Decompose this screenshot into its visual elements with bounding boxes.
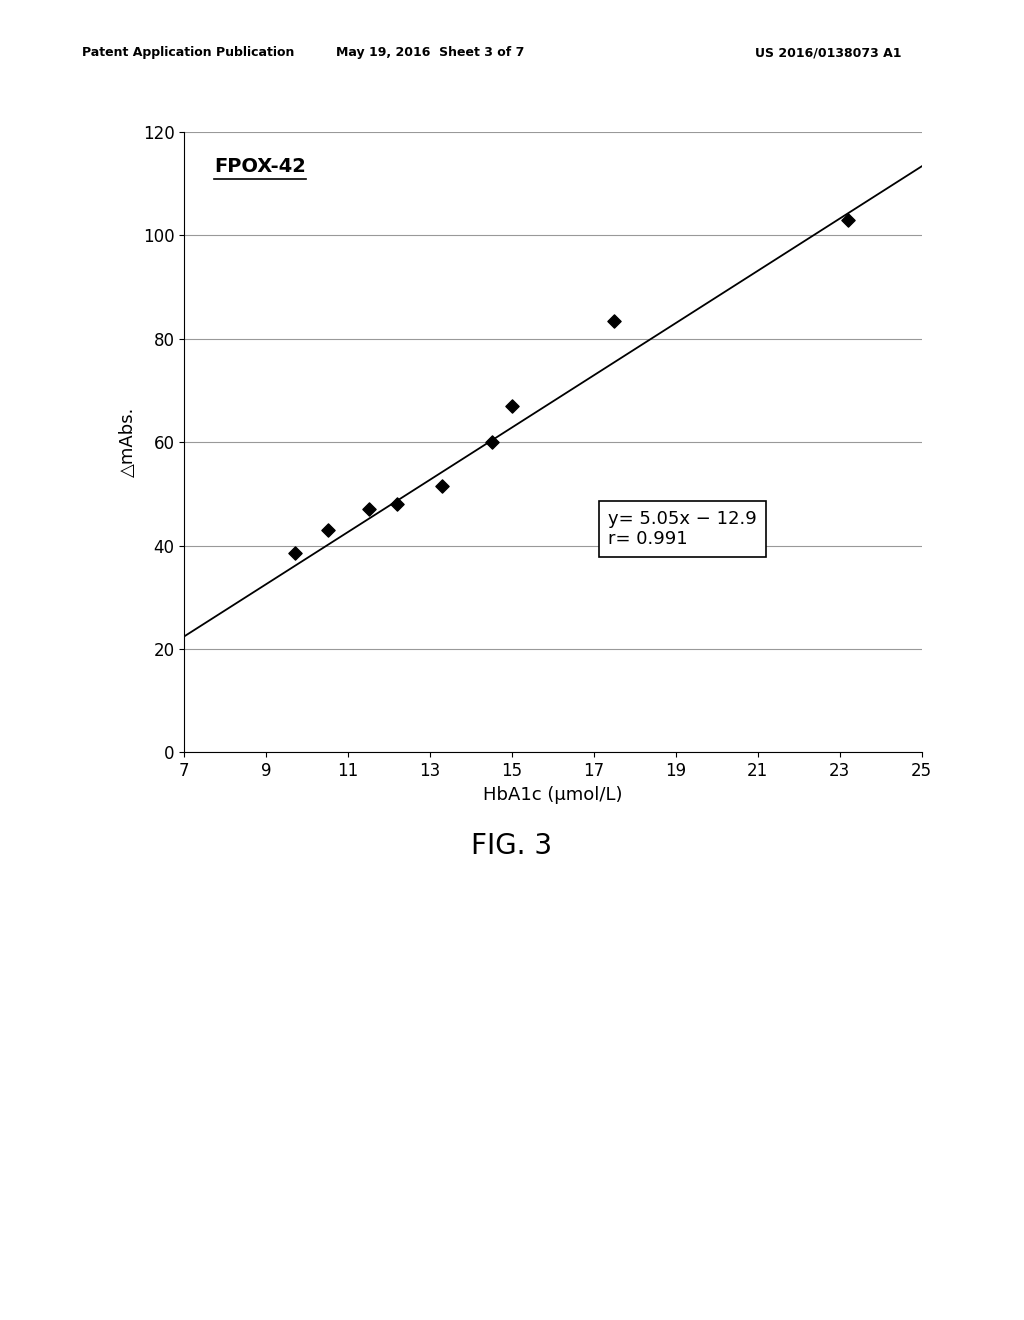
Point	[606, 310, 623, 331]
Text: Patent Application Publication: Patent Application Publication	[82, 46, 294, 59]
Point	[434, 475, 451, 496]
Point	[287, 543, 303, 564]
Y-axis label: △mAbs.: △mAbs.	[119, 407, 137, 478]
Point	[504, 396, 520, 417]
Point	[389, 494, 406, 515]
Text: y= 5.05x − 12.9
r= 0.991: y= 5.05x − 12.9 r= 0.991	[608, 510, 757, 548]
X-axis label: HbA1c (μmol/L): HbA1c (μmol/L)	[483, 785, 623, 804]
Point	[319, 520, 336, 541]
Text: FPOX-42: FPOX-42	[214, 157, 306, 176]
Text: May 19, 2016  Sheet 3 of 7: May 19, 2016 Sheet 3 of 7	[336, 46, 524, 59]
Point	[360, 499, 377, 520]
Point	[840, 210, 856, 231]
Point	[483, 432, 500, 453]
Text: US 2016/0138073 A1: US 2016/0138073 A1	[755, 46, 901, 59]
Text: FIG. 3: FIG. 3	[471, 832, 553, 859]
